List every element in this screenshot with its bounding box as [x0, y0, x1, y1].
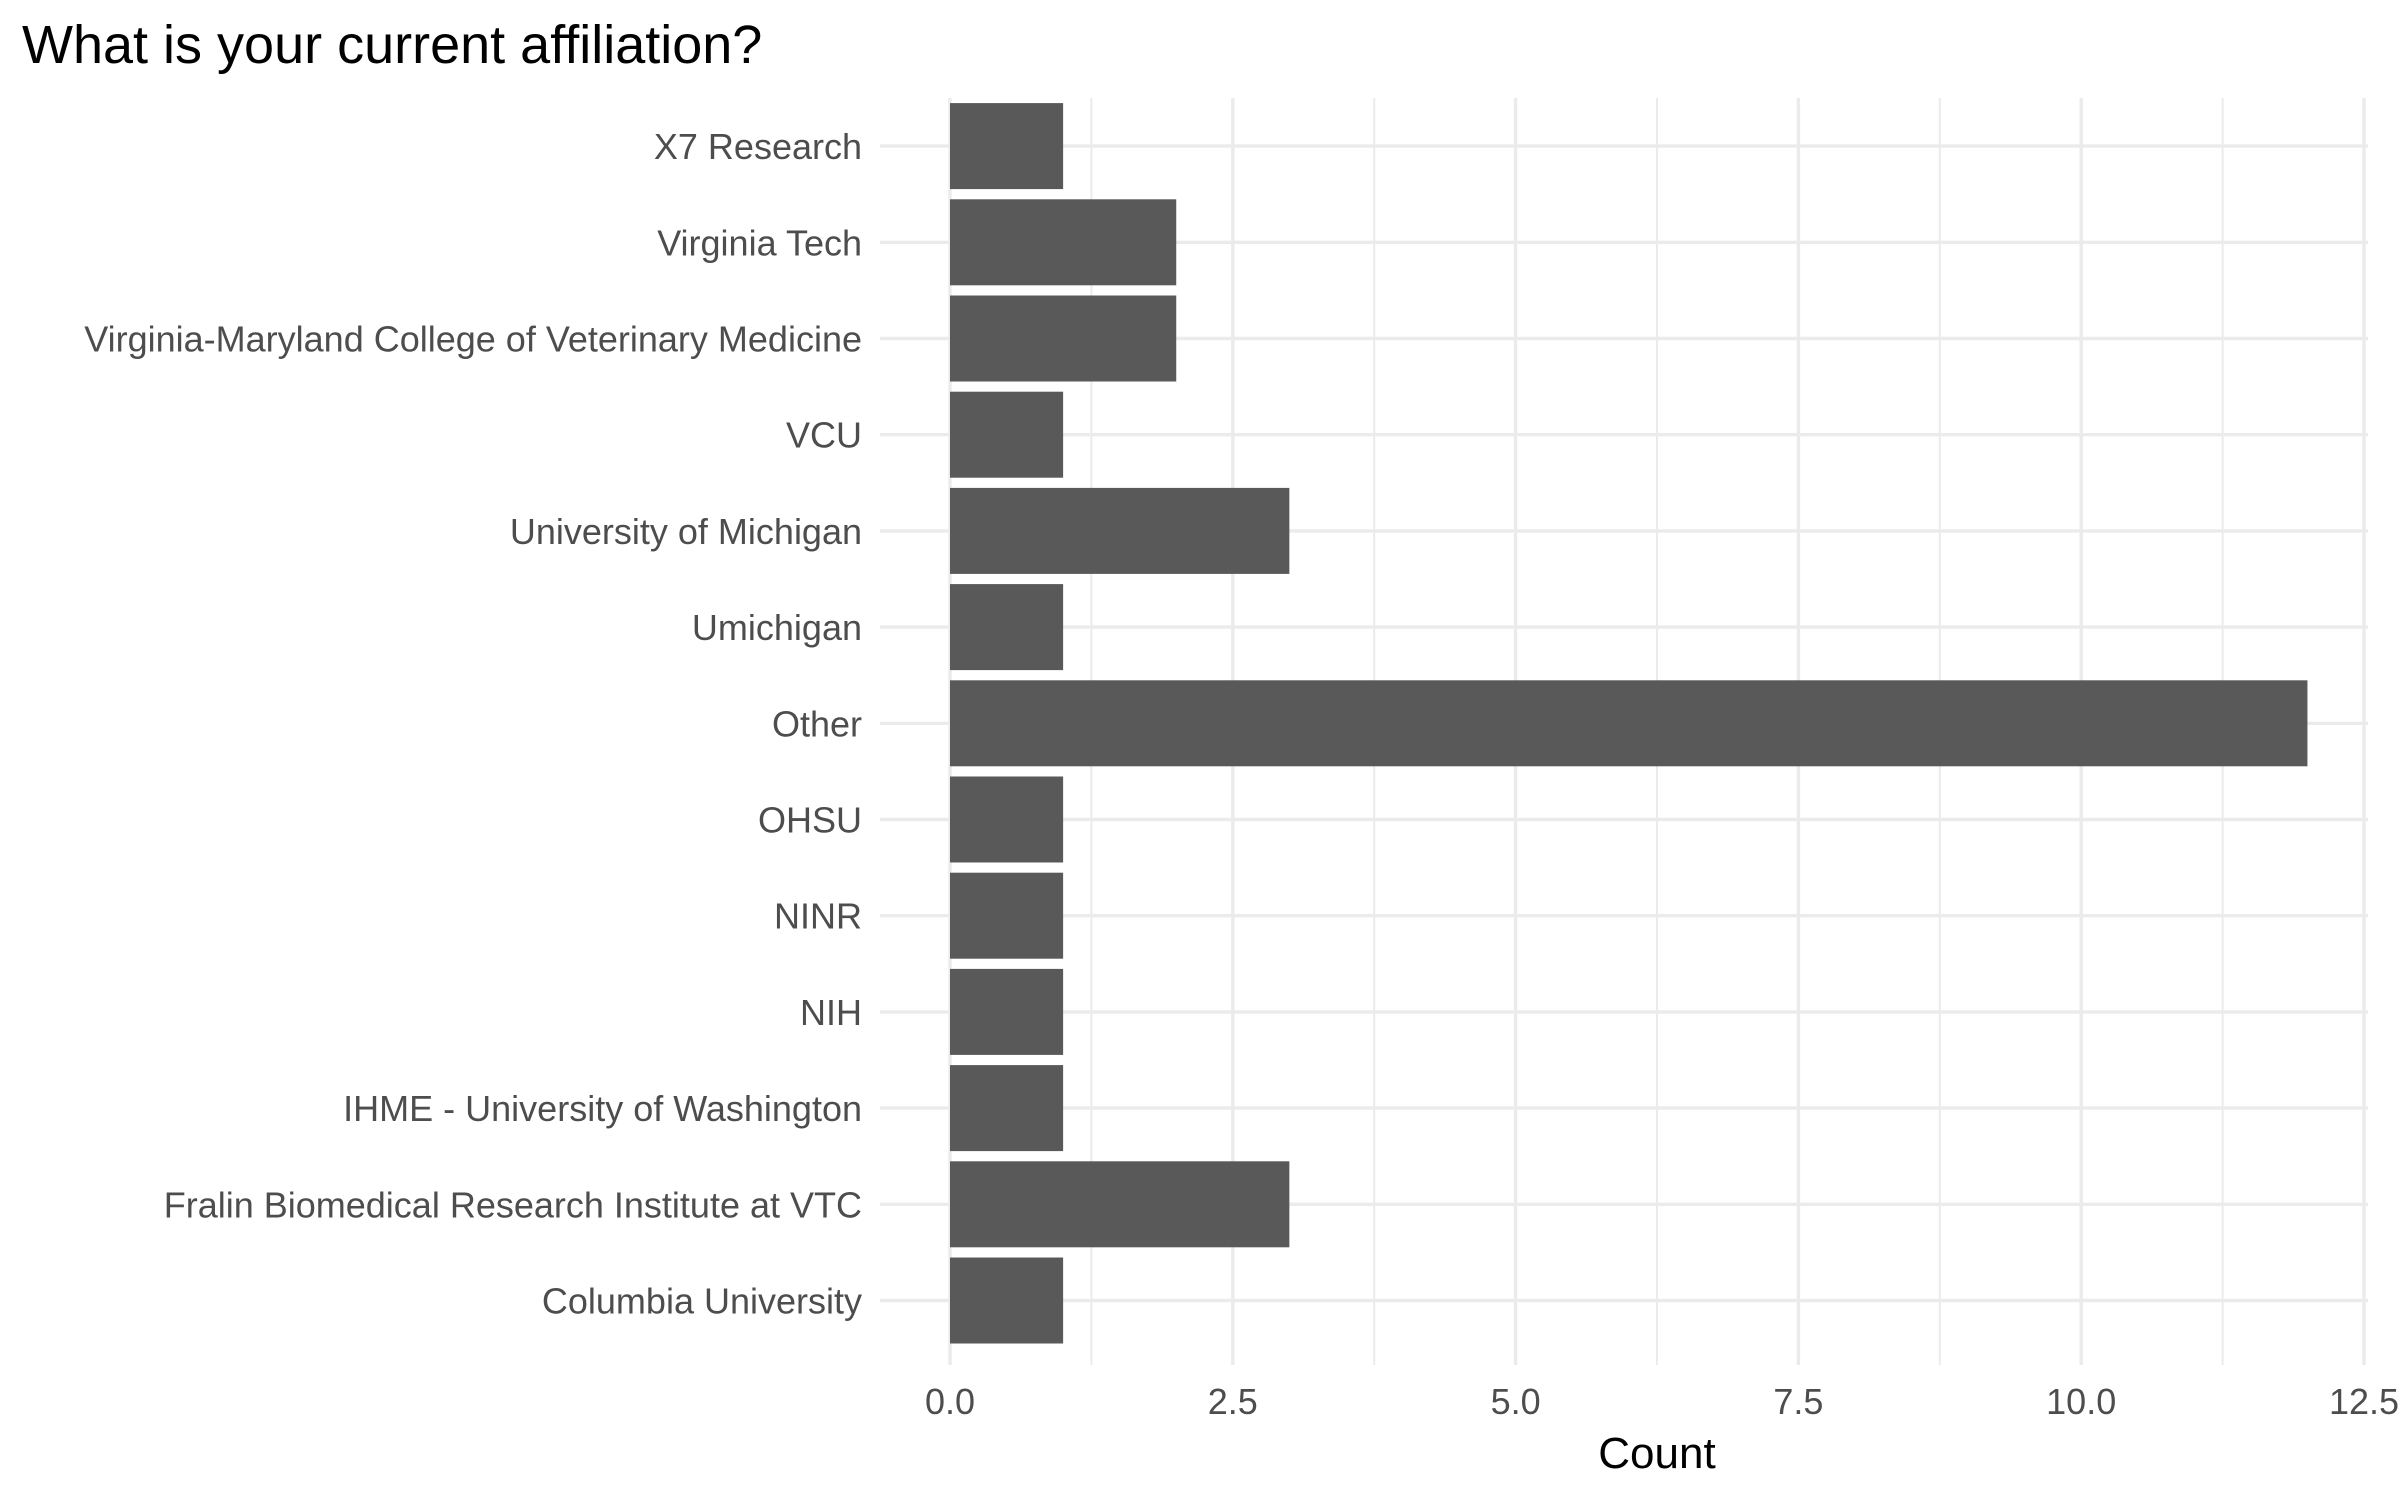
- x-axis-title: Count: [1598, 1429, 1715, 1478]
- bar-4: [950, 487, 1290, 574]
- bar-2: [950, 295, 1177, 382]
- bar-10: [950, 1065, 1064, 1152]
- category-label-10: IHME - University of Washington: [343, 1088, 862, 1129]
- bar-7: [950, 776, 1064, 863]
- bar-5: [950, 584, 1064, 671]
- chart-title: What is your current affiliation?: [22, 15, 763, 75]
- category-labels: X7 Research Virginia Tech Virginia-Marylan…: [84, 126, 862, 1321]
- x-tick-label-0: 0.0: [925, 1381, 975, 1422]
- category-label-11: Fralin Biomedical Research Institute at …: [164, 1184, 862, 1225]
- bar-9: [950, 968, 1064, 1055]
- x-tick-label-1: 2.5: [1208, 1381, 1258, 1422]
- bar-6: [950, 680, 2308, 767]
- bar-3: [950, 391, 1064, 478]
- x-tick-labels: 0.0 2.5 5.0 7.5 10.0 12.5: [925, 1381, 2399, 1422]
- category-label-9: NIH: [800, 992, 862, 1033]
- x-tick-label-4: 10.0: [2046, 1381, 2116, 1422]
- category-label-3: VCU: [786, 415, 862, 456]
- category-label-4: University of Michigan: [510, 511, 862, 552]
- category-label-8: NINR: [774, 896, 862, 937]
- category-label-6: Other: [772, 703, 862, 744]
- category-label-5: Umichigan: [692, 607, 862, 648]
- bar-12: [950, 1257, 1064, 1344]
- category-label-7: OHSU: [758, 800, 862, 841]
- category-label-1: Virginia Tech: [657, 222, 862, 263]
- bar-11: [950, 1161, 1290, 1248]
- category-label-12: Columbia University: [542, 1281, 862, 1322]
- bar-0: [950, 103, 1064, 190]
- bar-1: [950, 199, 1177, 286]
- category-label-2: Virginia-Maryland College of Veterinary …: [84, 319, 862, 360]
- category-label-0: X7 Research: [654, 126, 862, 167]
- x-tick-label-3: 7.5: [1773, 1381, 1823, 1422]
- x-tick-label-5: 12.5: [2329, 1381, 2399, 1422]
- x-tick-label-2: 5.0: [1491, 1381, 1541, 1422]
- bars: [950, 103, 2308, 1344]
- bar-8: [950, 872, 1064, 959]
